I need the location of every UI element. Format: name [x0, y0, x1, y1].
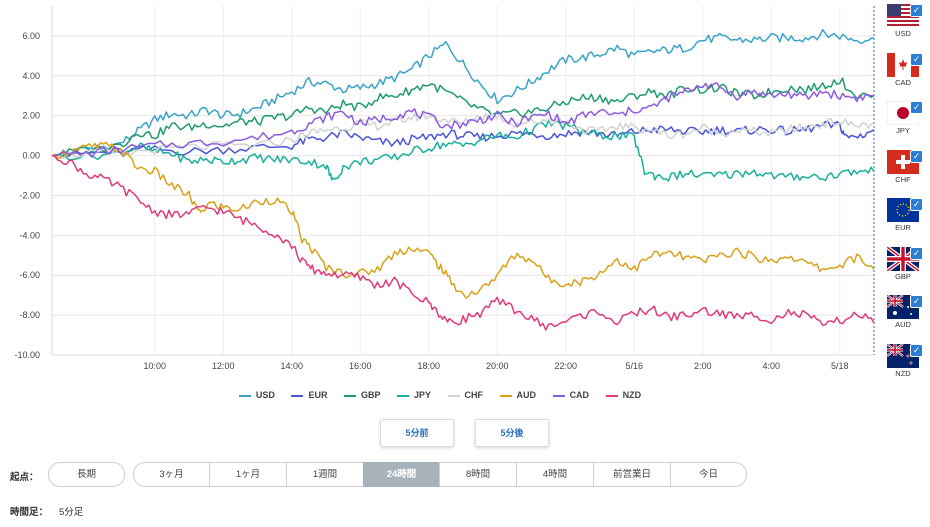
series-line-chf: [51, 112, 875, 160]
origin-period-24hours[interactable]: 24時間: [363, 462, 440, 487]
checkbox-checked-icon[interactable]: ✓: [910, 295, 923, 308]
series-line-aud: [51, 141, 875, 299]
prev-5min-button[interactable]: 5分前: [380, 419, 454, 447]
y-tick-label: -8.00: [19, 310, 40, 320]
chart-legend: USD EUR GBP JPY CHF AUD CAD NZD: [0, 390, 880, 400]
legend-item-jpy[interactable]: JPY: [397, 390, 431, 400]
legend-item-gbp[interactable]: GBP: [343, 390, 381, 400]
legend-item-aud[interactable]: AUD: [499, 390, 537, 400]
legend-swatch: [447, 394, 460, 397]
legend-swatch: [499, 394, 512, 397]
flag-chf[interactable]: ✓ CHF: [878, 149, 928, 199]
series-line-cad: [51, 82, 875, 158]
flag-code: EUR: [895, 223, 911, 232]
y-tick-label: 6.00: [22, 31, 40, 41]
checkbox-checked-icon[interactable]: ✓: [910, 246, 923, 260]
x-tick-label: 22:00: [554, 361, 577, 371]
australia-flag-icon: [887, 295, 919, 319]
x-tick-label: 5/18: [831, 361, 849, 371]
x-tick-label: 2:00: [694, 361, 712, 371]
flag-code: CHF: [895, 174, 911, 184]
x-tick-label: 12:00: [212, 361, 235, 371]
x-tick-label: 10:00: [143, 361, 166, 371]
origin-period-1month[interactable]: 1ヶ月: [209, 462, 287, 487]
legend-label: GBP: [360, 390, 381, 400]
checkbox-checked-icon[interactable]: ✓: [910, 101, 923, 114]
legend-swatch: [238, 394, 251, 397]
legend-label: CHF: [464, 390, 484, 400]
legend-swatch: [397, 394, 409, 397]
legend-item-chf[interactable]: CHF: [447, 390, 484, 400]
legend-label: USD: [255, 390, 275, 400]
line-chart: 6.00 4.00 2.00 0.00 -2.00 -4.00 -6.00 -8.00 -10.…: [14, 6, 875, 371]
origin-label: 起点：: [10, 472, 39, 483]
canada-flag-icon: [887, 52, 919, 77]
legend-swatch: [552, 394, 565, 397]
currency-flag-list: ✓ USD ✓ CAD ✓ JPY ✓ CHF ✓ EUR: [878, 4, 928, 392]
checkbox-checked-icon[interactable]: ✓: [910, 52, 923, 66]
origin-long-term-button[interactable]: 長期: [48, 462, 125, 487]
checkbox-checked-icon[interactable]: ✓: [910, 343, 923, 357]
series-line-usd: [51, 28, 875, 157]
flag-code: CAD: [895, 77, 911, 87]
checkbox-checked-icon[interactable]: ✓: [910, 149, 923, 163]
flag-code: USD: [895, 29, 911, 38]
legend-label: CAD: [569, 390, 590, 400]
origin-period-4hours[interactable]: 4時間: [516, 462, 594, 487]
legend-item-eur[interactable]: EUR: [291, 390, 327, 400]
flag-usd[interactable]: ✓ USD: [878, 4, 928, 53]
checkbox-checked-icon[interactable]: ✓: [910, 198, 923, 211]
origin-period-prev-business-day[interactable]: 前営業日: [593, 462, 671, 487]
legend-item-usd[interactable]: USD: [238, 390, 275, 400]
checkbox-checked-icon[interactable]: ✓: [910, 4, 923, 17]
flag-jpy[interactable]: ✓ JPY: [878, 101, 928, 150]
x-tick-label: 16:00: [349, 361, 372, 371]
x-tick-label: 18:00: [417, 361, 440, 371]
x-tick-label: 14:00: [280, 361, 303, 371]
y-tick-label: 4.00: [22, 71, 40, 81]
next-5min-button[interactable]: 5分後: [475, 419, 549, 447]
y-tick-label: -10.00: [14, 350, 40, 360]
series-line-gbp: [51, 77, 875, 157]
flag-code: GBP: [895, 271, 911, 281]
legend-label: JPY: [414, 390, 432, 400]
flag-code: AUD: [895, 320, 911, 329]
legend-swatch: [605, 394, 618, 397]
legend-label: NZD: [622, 390, 642, 400]
y-tick-label: 2.00: [22, 111, 40, 121]
legend-label: AUD: [516, 390, 537, 400]
y-tick-label: -6.00: [19, 270, 40, 280]
origin-period-3months[interactable]: 3ヶ月: [133, 462, 210, 487]
flag-code: JPY: [896, 126, 910, 135]
flag-cad[interactable]: ✓ CAD: [878, 52, 928, 102]
flag-eur[interactable]: ✓ EUR: [878, 198, 928, 247]
legend-item-nzd[interactable]: NZD: [605, 390, 642, 400]
legend-item-cad[interactable]: CAD: [552, 390, 590, 400]
series-line-nzd: [51, 154, 875, 331]
origin-period-8hours[interactable]: 8時間: [439, 462, 517, 487]
origin-period-1week[interactable]: 1週間: [286, 462, 364, 487]
y-tick-label: 0.00: [22, 151, 40, 161]
y-tick-label: -4.00: [19, 230, 40, 240]
x-tick-label: 20:00: [486, 361, 509, 371]
origin-period-today[interactable]: 今日: [670, 462, 747, 487]
x-tick-label: 4:00: [762, 361, 780, 371]
x-tick-label: 5/16: [625, 361, 643, 371]
y-tick-label: -2.00: [19, 190, 40, 200]
legend-swatch: [291, 394, 304, 397]
series-line-eur: [51, 120, 875, 157]
series-line-jpy: [52, 119, 875, 182]
timeframe-value: 5分足: [59, 507, 84, 518]
legend-label: EUR: [308, 390, 328, 400]
flag-aud[interactable]: ✓ AUD: [878, 295, 928, 344]
flag-gbp[interactable]: ✓ GBP: [878, 246, 928, 296]
legend-swatch: [343, 394, 356, 397]
flag-nzd[interactable]: ✓ NZD: [878, 343, 928, 393]
flag-code: NZD: [895, 368, 911, 378]
timeframe-label: 時間足：: [10, 507, 49, 518]
